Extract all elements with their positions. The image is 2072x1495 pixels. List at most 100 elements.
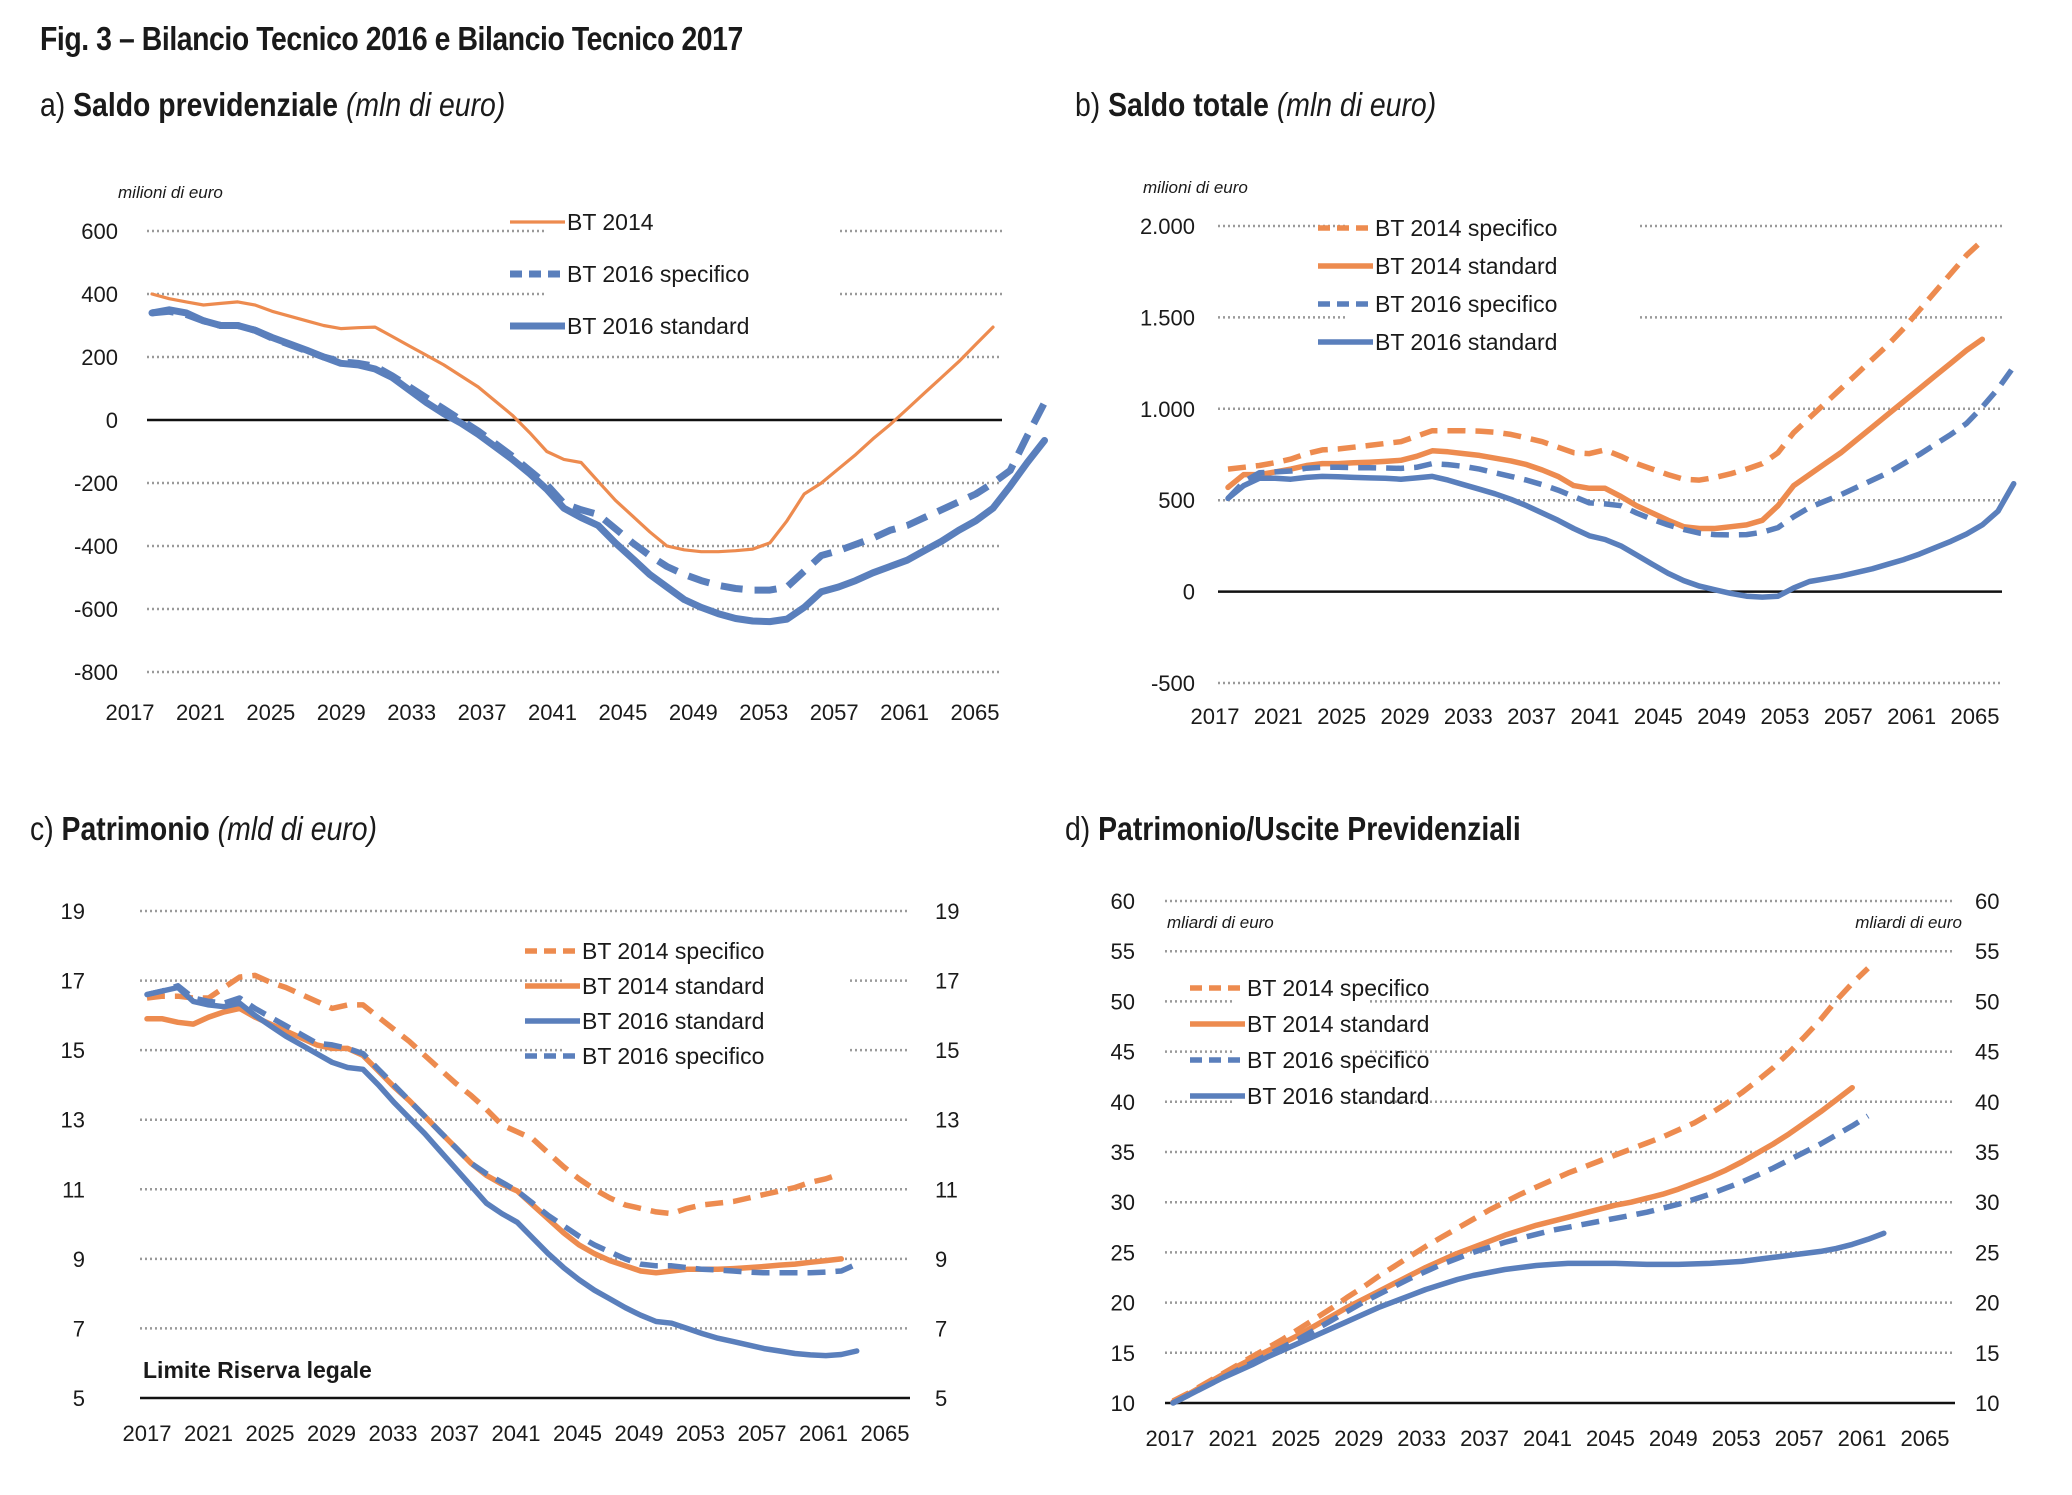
panel-a-title: a) Saldo previdenziale (mln di euro) [40,86,505,124]
x-tick-label: 2049 [669,700,718,725]
y-tick-label-right: 25 [1975,1240,1999,1265]
y-tick-label: -600 [74,597,118,622]
y-tick-label: 50 [1111,989,1135,1014]
legend-label: BT 2016 standard [1375,329,1557,355]
annotation-limite-riserva: Limite Riserva legale [143,1357,372,1383]
panel-b-unit: (mln di euro) [1276,86,1437,123]
x-tick-label: 2065 [1951,704,2000,729]
panel-d-letter: d) [1065,810,1091,847]
legend-label: BT 2016 standard [567,313,749,339]
x-tick-label: 2037 [458,700,507,725]
x-tick-label: 2037 [430,1421,479,1446]
y-tick-label: 25 [1111,1240,1135,1265]
y-tick-label-right: 45 [1975,1040,1999,1065]
x-tick-label: 2061 [799,1421,848,1446]
series-line-bt-2016-standard [148,306,1048,626]
legend-item: BT 2016 standard [525,1008,764,1034]
legend-item: BT 2014 [510,209,654,235]
y-tick-label: 2.000 [1140,214,1195,239]
x-tick-label: 2017 [123,1421,172,1446]
panel-a-unit: (mln di euro) [345,86,506,123]
y-tick-label-right: 50 [1975,989,1999,1014]
x-tick-label: 2057 [738,1421,787,1446]
x-axis-labels: 2017 2021 2025 2029 2033 2037 2041 2045 2049 2053… [1191,704,2000,729]
x-tick-label: 2029 [317,700,366,725]
series-line-bt-2014-standard [1225,336,1986,532]
y-tick-label: 200 [81,345,118,370]
x-tick-label: 2037 [1460,1426,1509,1451]
y-tick-label: 11 [62,1177,85,1202]
y-tick-label-right: 15 [935,1038,959,1063]
legend-item: BT 2016 standard [510,313,749,339]
y-tick-label: 600 [81,219,118,244]
y-tick-label: 5 [73,1386,85,1411]
x-tick-label: 2041 [528,700,577,725]
series-line-bt-2016-standard [1225,473,2017,600]
y-axis-unit-label-right: mliardi di euro [1855,913,1962,932]
gridlines [1165,899,1955,1355]
series-line-bt-2016-standard [144,984,860,1359]
x-axis-labels: 2017 2021 2025 2029 2033 2037 2041 2045 2049 2053… [1146,1426,1950,1451]
y-axis-labels: 2.000 1.500 1.000 500 0 -500 [1140,214,1195,696]
series-lines [1225,238,2017,600]
panel-b-name: Saldo totale [1108,86,1269,123]
x-tick-label: 2065 [861,1421,910,1446]
legend-label: BT 2014 specifico [582,938,764,964]
x-tick-label: 2061 [1887,704,1936,729]
x-tick-label: 2057 [1775,1426,1824,1451]
legend-label: BT 2014 standard [1247,1011,1429,1037]
y-tick-label: 0 [106,408,118,433]
y-tick-label: -500 [1151,671,1195,696]
series-lines [144,972,860,1359]
x-tick-label: 2053 [1712,1426,1761,1451]
series-line-bt-2014-specifico [146,972,843,1217]
x-tick-label: 2025 [1271,1426,1320,1451]
panel-d-title: d) Patrimonio/Uscite Previdenziali [1065,810,1521,848]
y-tick-label: 10 [1111,1391,1135,1416]
y-axis-unit-label: mliardi di euro [1167,913,1274,932]
legend-item: BT 2014 standard [525,973,764,999]
gridlines [1218,224,2002,685]
y-tick-label: 500 [1158,488,1195,513]
series-line-bt-2014-standard [1170,1084,1855,1405]
x-tick-label: 2045 [598,700,647,725]
x-tick-label: 2021 [1208,1426,1257,1451]
x-tick-label: 2033 [1444,704,1493,729]
panel-b-title: b) Saldo totale (mln di euro) [1075,86,1436,124]
x-axis-labels: 2017 2021 2025 2029 2033 2037 2041 2045 2049 2053… [106,700,1000,725]
series-line-bt-2016-standard [1170,1230,1887,1406]
x-tick-label: 2017 [1191,704,1240,729]
legend-label: BT 2016 standard [582,1008,764,1034]
x-tick-label: 2025 [246,1421,295,1446]
y-tick-label-right: 10 [1975,1391,1999,1416]
legend-label: BT 2016 specifico [1247,1047,1429,1073]
x-tick-label: 2041 [1523,1426,1572,1451]
x-tick-label: 2029 [307,1421,356,1446]
y-tick-label: 400 [81,282,118,307]
y-tick-label: 9 [73,1247,85,1272]
y-tick-label: -400 [74,534,118,559]
x-tick-label: 2033 [1397,1426,1446,1451]
series-line-bt-2016-specifico [1171,1113,1870,1406]
y-tick-label-right: 7 [935,1316,947,1341]
y-tick-label-right: 55 [1975,939,1999,964]
panel-c-name: Patrimonio [61,810,210,847]
legend-item: BT 2016 specifico [1190,1047,1429,1073]
legend-label: BT 2014 specifico [1247,975,1429,1001]
x-tick-label: 2037 [1507,704,1556,729]
x-tick-label: 2061 [880,700,929,725]
panel-c-letter: c) [30,810,54,847]
y-tick-label: 15 [61,1038,85,1063]
series-line-bt-2014-specifico [1227,238,1985,483]
x-tick-label: 2029 [1381,704,1430,729]
y-tick-label: 13 [61,1108,85,1133]
y-tick-label-right: 15 [1975,1341,1999,1366]
x-axis-labels: 2017 2021 2025 2029 2033 2037 2041 2045 2049 2053… [123,1421,910,1446]
y-axis-labels: 600 400 200 0 -200 -400 -600 -800 [74,219,118,685]
x-tick-label: 2049 [1649,1426,1698,1451]
y-tick-label-right: 13 [935,1108,959,1133]
